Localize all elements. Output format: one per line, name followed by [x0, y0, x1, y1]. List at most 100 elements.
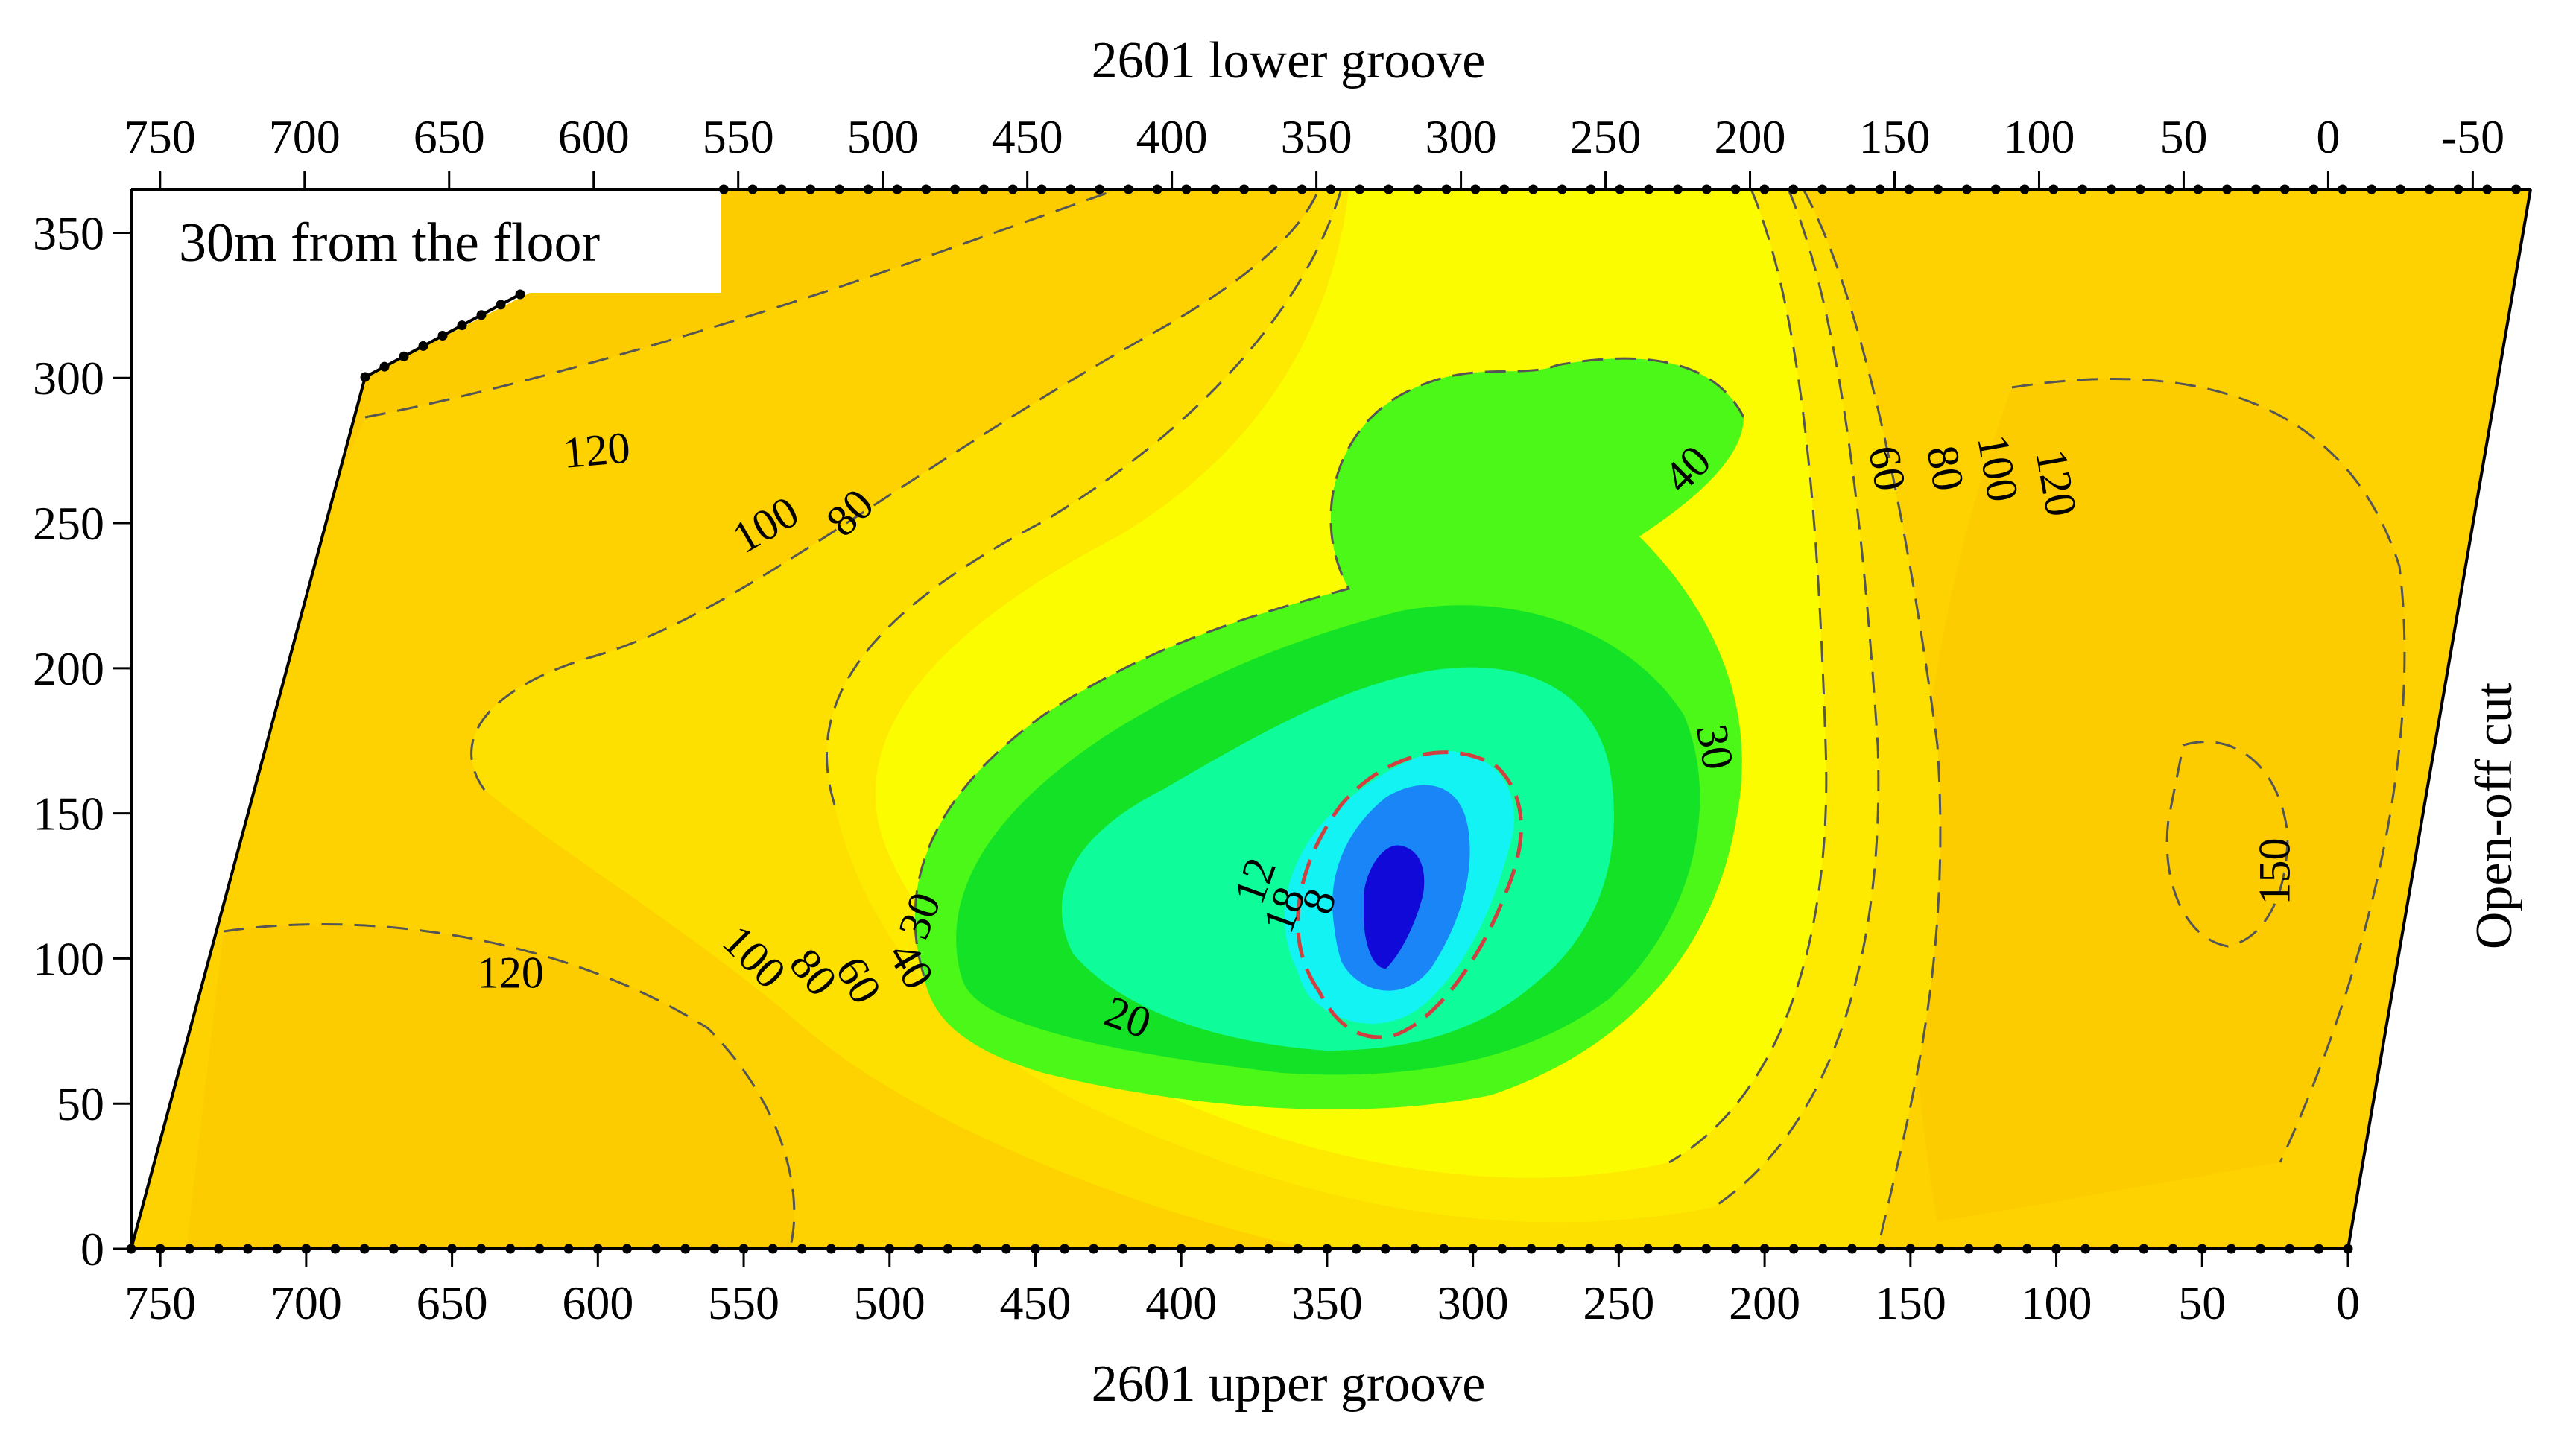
inset-label-box: [133, 191, 721, 293]
bottom-tick-label: 50: [2178, 1276, 2226, 1329]
bottom-tick-label: 500: [854, 1276, 925, 1329]
sample-point-bottom: [680, 1244, 691, 1254]
sample-point-bottom: [1613, 1244, 1624, 1254]
sample-point-corner: [476, 310, 487, 320]
sample-point-bottom: [1876, 1244, 1887, 1254]
sample-point-top: [1701, 184, 1712, 194]
sample-point-corner: [496, 300, 506, 310]
sample-point-bottom: [1235, 1244, 1244, 1254]
sample-point-top: [2338, 184, 2348, 194]
top-tick-label: 0: [2316, 110, 2340, 163]
sample-point-top: [1470, 184, 1481, 194]
sample-point-bottom: [155, 1244, 165, 1254]
sample-point-top: [1066, 184, 1076, 194]
sample-point-corner: [418, 341, 428, 351]
sample-point-top: [1557, 184, 1567, 194]
sample-point-top: [892, 184, 902, 194]
contour-line-120-lower: [223, 922, 796, 1249]
contour-line-120-left: [364, 189, 1118, 419]
sample-point-top: [806, 184, 816, 194]
sample-point-bottom: [1526, 1244, 1537, 1254]
bottom-tick-label: 150: [1875, 1276, 1946, 1329]
sample-point-bottom: [534, 1244, 545, 1254]
bottom-tick-label: 300: [1437, 1276, 1509, 1329]
top-tick-label: 600: [558, 110, 630, 163]
sample-point-top: [1441, 184, 1452, 194]
bottom-tick-label: 400: [1145, 1276, 1217, 1329]
sample-point-bottom: [272, 1244, 282, 1254]
sample-point-top: [747, 184, 758, 194]
sample-point-top: [1528, 184, 1539, 194]
sample-point-bottom: [1584, 1244, 1595, 1254]
sample-point-top: [1817, 184, 1828, 194]
sample-point-corner: [399, 351, 409, 361]
sample-point-top: [1759, 184, 1770, 194]
sample-point-top: [776, 184, 787, 194]
sample-point-top: [1673, 184, 1683, 194]
inset-label: 30m from the floor: [179, 212, 600, 273]
sample-point-bottom: [1817, 1244, 1828, 1254]
top-tick-label: 350: [1281, 110, 1352, 163]
ticks-layer: 750 700 650 600 550 500 450 400 350 300 250 200 150 1…: [33, 110, 2504, 1329]
y-tick-label: 50: [57, 1077, 104, 1130]
sample-point-bottom: [1730, 1244, 1741, 1254]
sample-point-bottom: [1497, 1244, 1507, 1254]
sample-point-bottom: [943, 1244, 953, 1254]
sample-point-bottom: [2080, 1244, 2091, 1254]
sample-point-top: [1007, 184, 1018, 194]
sample-point-bottom: [505, 1244, 516, 1254]
sample-point-bottom: [1060, 1244, 1070, 1254]
sample-point-bottom: [1118, 1244, 1128, 1254]
sample-point-top: [1210, 184, 1221, 194]
sample-point-bottom: [2343, 1244, 2353, 1254]
sample-point-bottom: [1701, 1244, 1712, 1254]
y-tick-label: 250: [33, 497, 104, 550]
bottom-tick-label: 200: [1729, 1276, 1800, 1329]
sample-point-bottom: [213, 1244, 224, 1254]
sample-point-top: [1412, 184, 1423, 194]
sample-point-bottom: [126, 1244, 136, 1254]
sample-point-bottom: [184, 1244, 194, 1254]
y-tick-label: 0: [80, 1223, 104, 1276]
sample-point-top: [2106, 184, 2116, 194]
sample-point-top: [1615, 184, 1625, 194]
contour-line-special: [1296, 750, 1523, 1039]
contour-line-60-right: [1668, 189, 1828, 1164]
sample-point-corner: [379, 361, 390, 372]
contour-line-150-right: [2165, 741, 2289, 948]
sample-point-bottom: [447, 1244, 458, 1254]
sample-point-top: [950, 184, 961, 194]
sample-point-bottom: [651, 1244, 662, 1254]
sample-point-top: [978, 184, 989, 194]
sample-point-bottom: [2226, 1244, 2236, 1254]
sample-point-top: [1644, 184, 1654, 194]
sample-point-bottom: [1439, 1244, 1449, 1254]
contour-label: 80: [1917, 442, 1973, 495]
contour-label: 120: [477, 948, 544, 997]
sample-point-bottom: [388, 1244, 399, 1254]
sample-point-top: [2193, 184, 2203, 194]
sample-point-corner: [360, 372, 370, 382]
sample-point-top: [2395, 184, 2405, 194]
sample-point-bottom: [1905, 1244, 1916, 1254]
sample-point-top: [1268, 184, 1278, 194]
sample-point-bottom: [855, 1244, 866, 1254]
sample-point-top: [2453, 184, 2463, 194]
sample-point-top: [921, 184, 931, 194]
sample-point-bottom: [592, 1244, 603, 1254]
sample-point-top: [2424, 184, 2434, 194]
y-tick-label: 200: [33, 642, 104, 695]
sample-point-bottom: [1555, 1244, 1566, 1254]
sample-point-bottom: [563, 1244, 574, 1254]
sample-point-bottom: [2285, 1244, 2295, 1254]
y-tick-label: 150: [33, 788, 104, 840]
sample-point-bottom: [2197, 1244, 2207, 1254]
sample-point-bottom: [1322, 1244, 1332, 1254]
sample-point-top: [2250, 184, 2261, 194]
contour-label: 60: [1859, 442, 1915, 495]
sample-point-top: [2279, 184, 2290, 194]
bottom-axis-title: 2601 upper groove: [1092, 1355, 1486, 1413]
top-tick-label: 750: [124, 110, 196, 163]
sample-point-bottom: [2051, 1244, 2062, 1254]
sample-point-corner: [515, 289, 525, 300]
